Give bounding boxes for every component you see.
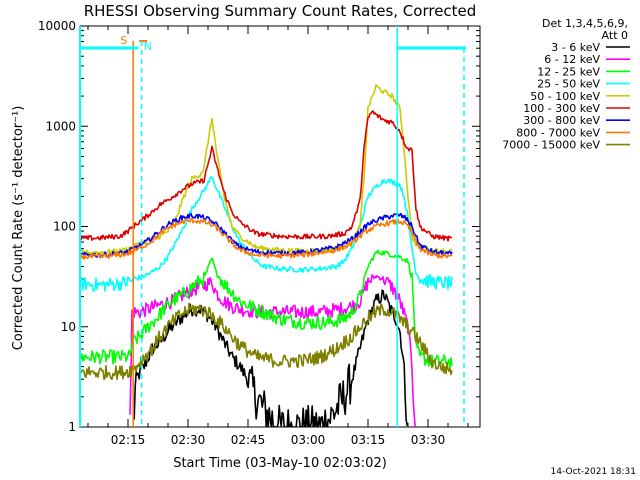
y-tick-label: 1 xyxy=(68,420,76,434)
legend-label-4: 25 - 50 keV xyxy=(537,78,600,91)
y-tick-label: 100 xyxy=(53,220,76,234)
legend-header-line-1: Det 1,3,4,5,6,9, xyxy=(542,17,628,30)
x-tick-label: 03:00 xyxy=(291,433,326,447)
x-tick-label: 03:15 xyxy=(351,433,386,447)
footer-date: 14-Oct-2021 18:31 xyxy=(551,467,636,477)
plot-area: 1 10 100 1000 10000 02:15 02:30 02:45 03:00 03:15… xyxy=(38,19,481,447)
x-tick-label: 03:30 xyxy=(411,433,446,447)
legend-label-7: 300 - 800 keV xyxy=(523,114,600,127)
saa-marker-label: S xyxy=(120,34,127,47)
legend-label-3: 12 - 25 keV xyxy=(537,65,600,78)
legend-label-6: 100 - 300 keV xyxy=(523,102,600,115)
legend-label-5: 50 - 100 keV xyxy=(530,90,600,103)
series-line-6 xyxy=(80,110,453,242)
y-tick-label: 1000 xyxy=(45,119,76,133)
series-line-5 xyxy=(80,83,453,256)
series-group xyxy=(80,83,453,427)
legend-label-2: 6 - 12 keV xyxy=(544,53,600,66)
x-tick-label: 02:30 xyxy=(171,433,206,447)
series-line-1 xyxy=(132,289,408,427)
series-line-7 xyxy=(80,212,453,258)
x-tick-label: 02:15 xyxy=(111,433,146,447)
chart-title: RHESSI Observing Summary Count Rates, Co… xyxy=(84,2,477,20)
legend-header-line-2: Att 0 xyxy=(602,29,628,42)
series-line-4 xyxy=(80,176,453,292)
y-tick-label: 10000 xyxy=(38,19,76,33)
y-axis-label: Corrected Count Rate (s⁻¹ detector⁻¹) xyxy=(11,106,26,351)
legend-label-9: 7000 - 15000 keV xyxy=(502,139,600,152)
y-tick-label: 10 xyxy=(61,320,76,334)
x-axis-label: Start Time (03-May-10 02:03:02) xyxy=(173,456,387,471)
legend-label-1: 3 - 6 keV xyxy=(551,41,600,54)
x-tick-label: 02:45 xyxy=(231,433,266,447)
legend-label-8: 800 - 7000 keV xyxy=(516,126,600,139)
night-marker-label: N xyxy=(144,40,152,53)
